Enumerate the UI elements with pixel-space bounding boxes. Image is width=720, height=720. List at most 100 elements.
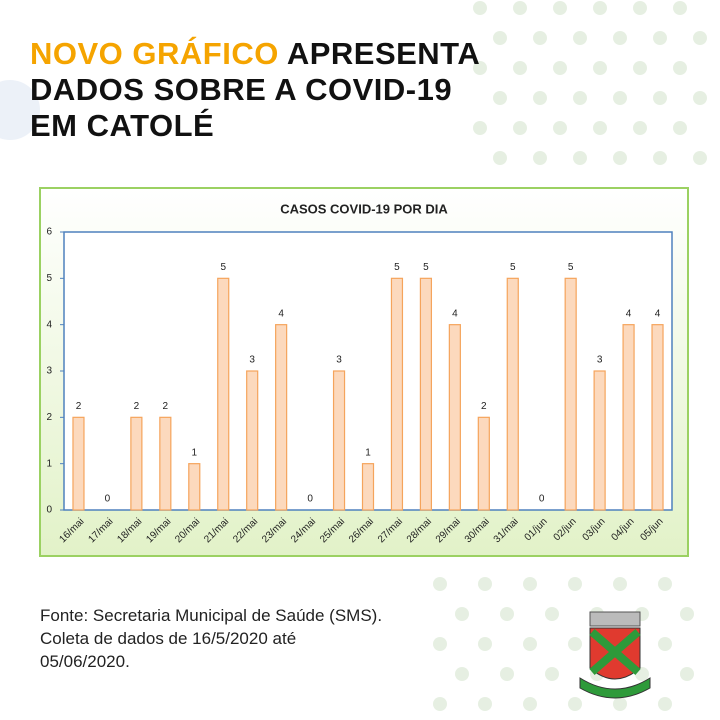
dot — [573, 31, 587, 45]
dot — [693, 31, 707, 45]
bar — [159, 416, 172, 511]
headline-line: APRESENTA — [286, 36, 481, 71]
dot — [478, 577, 492, 591]
bar — [506, 277, 519, 511]
dot — [545, 607, 559, 621]
value-label: 3 — [249, 355, 255, 366]
decoration — [433, 1, 707, 711]
dot — [493, 31, 507, 45]
bar — [275, 324, 288, 511]
bar — [217, 277, 230, 511]
dot — [553, 121, 567, 135]
value-label: 4 — [452, 308, 458, 319]
y-tick-label: 0 — [46, 505, 52, 516]
y-tick-label: 6 — [46, 227, 52, 238]
value-label: 2 — [76, 401, 82, 412]
y-tick-label: 5 — [46, 273, 52, 284]
value-label: 2 — [481, 401, 487, 412]
dot — [673, 121, 687, 135]
headline-line: DADOS SOBRE A COVID-19 — [30, 72, 453, 107]
source-line: 05/06/2020. — [40, 652, 130, 671]
bar — [188, 463, 201, 511]
dot — [455, 667, 469, 681]
value-label: 3 — [336, 355, 342, 366]
dot — [500, 607, 514, 621]
value-label: 4 — [655, 308, 661, 319]
dot — [653, 91, 667, 105]
dot — [478, 637, 492, 651]
dot — [653, 151, 667, 165]
dot — [613, 91, 627, 105]
dot — [573, 91, 587, 105]
dot — [545, 667, 559, 681]
dot — [513, 121, 527, 135]
value-label: 5 — [394, 262, 400, 273]
value-label: 4 — [626, 308, 632, 319]
dot — [455, 607, 469, 621]
dot — [693, 91, 707, 105]
headline-line: EM CATOLÉ — [30, 108, 215, 143]
dot — [693, 151, 707, 165]
y-tick-label: 2 — [46, 412, 52, 423]
dot — [658, 577, 672, 591]
bar — [332, 370, 346, 511]
dot — [633, 61, 647, 75]
dot — [613, 151, 627, 165]
dot — [553, 1, 567, 15]
bar — [419, 277, 433, 511]
dot — [658, 637, 672, 651]
value-label: 1 — [192, 447, 198, 458]
source-note: Fonte: Secretaria Municipal de Saúde (SM… — [40, 604, 382, 673]
dot — [473, 61, 487, 75]
value-label: 2 — [163, 401, 169, 412]
dot — [478, 697, 492, 711]
bar — [564, 277, 577, 511]
logo — [579, 611, 651, 699]
value-label: 5 — [510, 262, 516, 273]
dot — [673, 61, 687, 75]
bar — [448, 324, 461, 511]
bar — [72, 416, 85, 511]
source-line: Fonte: Secretaria Municipal de Saúde (SM… — [40, 606, 383, 625]
dot — [613, 697, 627, 711]
dot — [568, 697, 582, 711]
chart-title: CASOS COVID-19 POR DIA — [280, 201, 448, 216]
value-label: 1 — [365, 447, 371, 458]
dot — [473, 121, 487, 135]
virus-decoration — [0, 80, 40, 140]
y-tick-label: 1 — [46, 458, 52, 469]
dot — [533, 91, 547, 105]
dot — [653, 31, 667, 45]
dot — [613, 31, 627, 45]
bar — [390, 277, 404, 511]
dot — [593, 1, 607, 15]
bar — [477, 416, 490, 511]
value-label: 0 — [539, 494, 545, 505]
dot — [658, 697, 672, 711]
dot — [680, 667, 694, 681]
dot — [593, 61, 607, 75]
dot — [680, 607, 694, 621]
value-label: 3 — [597, 355, 603, 366]
value-label: 0 — [307, 494, 313, 505]
dot — [553, 61, 567, 75]
dot — [473, 1, 487, 15]
headline: NOVO GRÁFICO APRESENTA DADOS SOBRE A COVI… — [30, 36, 480, 144]
dot — [633, 1, 647, 15]
dot — [523, 697, 537, 711]
dot — [433, 577, 447, 591]
dot — [523, 637, 537, 651]
dot — [533, 31, 547, 45]
bar — [622, 324, 635, 511]
value-label: 5 — [220, 262, 226, 273]
dot — [433, 697, 447, 711]
dot — [593, 121, 607, 135]
bar — [361, 463, 375, 511]
dot — [613, 577, 627, 591]
dot — [493, 151, 507, 165]
dot — [533, 151, 547, 165]
source-line: Coleta de dados de 16/5/2020 até — [40, 629, 297, 648]
value-label: 2 — [134, 401, 140, 412]
value-label: 4 — [278, 308, 284, 319]
